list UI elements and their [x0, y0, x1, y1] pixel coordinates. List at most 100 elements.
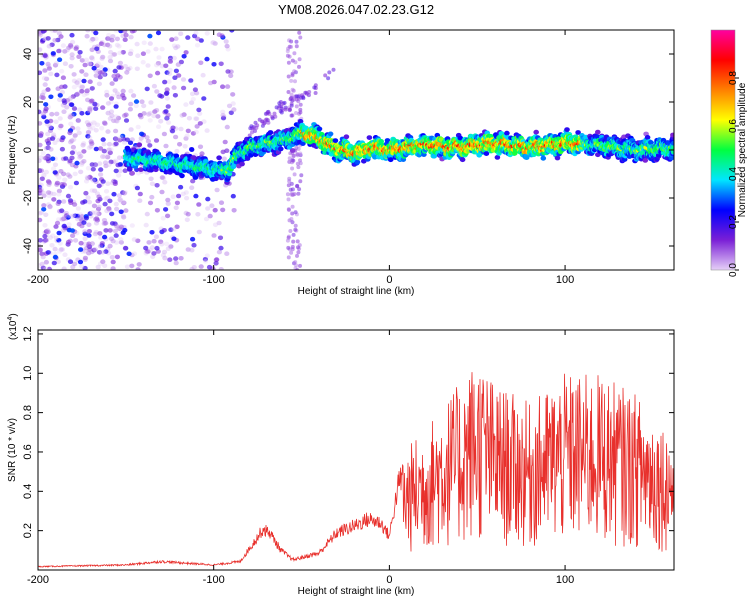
spectrogram-noise-dot — [39, 251, 45, 257]
spectrogram-noise-dot — [79, 84, 85, 90]
spectrogram-noise-dot — [117, 60, 123, 66]
spectrogram-noise-dot — [80, 142, 86, 148]
spectrogram-noise-dot — [159, 175, 165, 180]
spectrogram-noise-dot — [290, 244, 295, 249]
spectrogram-noise-dot — [226, 103, 233, 109]
spectrogram-noise-dot — [101, 120, 108, 126]
spectrogram-noise-dot — [185, 247, 191, 252]
spectrogram-ridge-dot — [267, 130, 274, 135]
spectrogram-noise-dot — [87, 211, 93, 216]
spectrogram-noise-dot — [117, 50, 123, 56]
spectrogram-noise-dot — [134, 185, 140, 191]
spectrogram-noise-dot — [192, 33, 198, 39]
spectrogram-noise-dot — [285, 192, 290, 197]
chart-title: YM08.2026.047.02.23.G12 — [278, 2, 434, 17]
spectrogram-x-tick-label: 0 — [386, 274, 392, 286]
spectrogram-noise-dot — [196, 107, 202, 113]
spectrogram-noise-dot — [286, 245, 291, 250]
snr-y-tick-label: 0.2 — [22, 523, 34, 538]
spectrogram-noise-dot — [54, 72, 60, 78]
spectrogram-noise-dot — [66, 213, 72, 218]
snr-x-label: Height of straight line (km) — [298, 586, 415, 597]
spectrogram-noise-dot — [45, 131, 51, 137]
spectrogram-noise-dot — [39, 261, 45, 267]
spectrogram-noise-dot — [47, 204, 53, 209]
spectrogram-noise-dot — [293, 227, 298, 232]
spectrogram-noise-dot — [88, 38, 94, 43]
spectrogram-noise-dot — [165, 104, 171, 109]
spectrogram-noise-dot — [102, 154, 108, 159]
spectrogram-noise-dot — [114, 36, 120, 42]
spectrogram-noise-dot — [112, 52, 118, 57]
spectrogram-noise-dot — [103, 228, 109, 233]
spectrogram-noise-dot — [184, 133, 190, 139]
spectrogram-ridge-dot — [244, 156, 251, 161]
spectrogram-noise-dot — [91, 120, 97, 125]
spectrogram-noise-dot — [154, 208, 160, 213]
spectrogram-noise-dot — [88, 144, 94, 149]
spectrogram-noise-dot — [46, 266, 52, 270]
spectrogram-noise-dot — [327, 70, 332, 75]
spectrogram-noise-dot — [109, 254, 115, 260]
spectrogram-noise-dot — [143, 245, 149, 251]
spectrogram-noise-dot — [97, 74, 103, 80]
snr-y-multiplier: (x104) — [7, 313, 19, 340]
spectrogram-noise-dot — [45, 61, 51, 67]
spectrogram-noise-dot — [47, 235, 54, 240]
spectrogram-noise-dot — [290, 58, 295, 63]
spectrogram-noise-dot — [161, 131, 167, 137]
spectrogram-noise-dot — [39, 176, 45, 182]
spectrogram-noise-dot — [80, 200, 86, 205]
spectrogram-noise-dot — [143, 250, 149, 256]
spectrogram-noise-dot — [98, 167, 104, 172]
spectrogram-noise-dot — [70, 233, 76, 238]
spectrogram-noise-dot — [131, 237, 137, 242]
spectrogram-noise-dot — [289, 103, 294, 108]
spectrogram-noise-dot — [98, 235, 104, 240]
spectrogram-noise-dot — [47, 204, 53, 210]
spectrogram-noise-dot — [173, 205, 179, 211]
spectrogram-noise-dot — [165, 112, 171, 118]
spectrogram-noise-dot — [191, 242, 197, 248]
spectrogram-noise-dot — [174, 200, 180, 206]
spectrogram-y-tick-label: -20 — [22, 190, 34, 206]
spectrogram-noise-dot — [290, 220, 295, 225]
spectrogram-noise-dot — [81, 220, 87, 225]
spectrogram-noise-dot — [155, 30, 162, 36]
spectrogram-noise-dot — [148, 176, 154, 182]
spectrogram-noise-dot — [59, 84, 65, 90]
spectrogram-noise-dot — [195, 36, 201, 42]
spectrogram-noise-dot — [71, 78, 77, 84]
spectrogram-noise-dot — [173, 134, 179, 140]
spectrogram-noise-dot — [93, 73, 99, 78]
spectrogram-noise-dot — [151, 113, 157, 119]
spectrogram-noise-dot — [68, 200, 74, 205]
spectrogram-ridge-dot — [202, 159, 209, 164]
spectrogram-noise-dot — [113, 104, 119, 109]
spectrogram-noise-dot — [90, 37, 96, 42]
spectrogram-x-tick-label: 100 — [556, 274, 574, 286]
spectrogram-noise-dot — [167, 59, 173, 64]
spectrogram-noise-dot — [113, 128, 119, 134]
spectrogram-noise-dot — [189, 247, 195, 253]
spectrogram-noise-dot — [118, 224, 124, 230]
spectrogram-noise-dot — [69, 228, 75, 233]
spectrogram-noise-dot — [86, 122, 92, 128]
spectrogram-noise-dot — [83, 190, 89, 196]
spectrogram-noise-dot — [303, 90, 308, 95]
spectrogram-noise-dot — [147, 41, 153, 46]
spectrogram-noise-dot — [161, 249, 168, 255]
spectrogram-noise-dot — [105, 181, 111, 186]
spectrogram-noise-dot — [183, 136, 189, 141]
spectrogram-noise-dot — [113, 168, 119, 174]
spectrogram-noise-dot — [38, 34, 42, 39]
spectrogram-noise-dot — [326, 76, 331, 81]
spectrogram-noise-dot — [98, 64, 104, 70]
spectrogram-noise-dot — [93, 146, 99, 152]
spectrogram-noise-dot — [194, 43, 201, 48]
spectrogram-noise-dot — [122, 245, 128, 251]
spectrogram-ridge-dot — [670, 132, 674, 138]
spectrogram-noise-dot — [91, 203, 97, 209]
spectrogram-noise-dot — [164, 87, 170, 92]
